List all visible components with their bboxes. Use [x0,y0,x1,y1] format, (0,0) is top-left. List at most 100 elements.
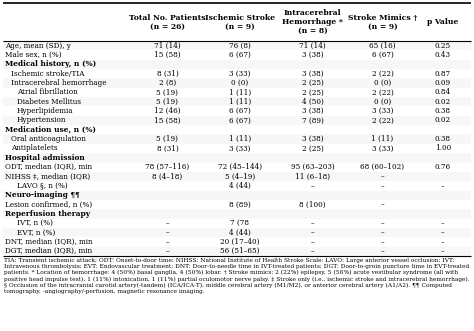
Text: Ischemic stroke/TIA: Ischemic stroke/TIA [11,70,84,78]
Text: Lesion confirmed, n (%): Lesion confirmed, n (%) [5,201,92,209]
Text: 0.38: 0.38 [435,107,451,115]
Text: 5 (19): 5 (19) [156,98,179,106]
Text: 0.02: 0.02 [435,117,451,124]
Text: 5 (4–19): 5 (4–19) [225,172,255,180]
Bar [3,78,471,88]
Bar [3,247,471,256]
Text: –: – [166,247,169,255]
Text: Hyperlipidemia: Hyperlipidemia [17,107,73,115]
Text: 4 (44): 4 (44) [229,182,251,190]
Text: 0.38: 0.38 [435,135,451,143]
Text: –: – [310,238,314,246]
Text: 95 (63–203): 95 (63–203) [291,163,334,171]
Bar [3,191,471,200]
Text: 8 (100): 8 (100) [299,201,326,209]
Text: 2 (8): 2 (8) [159,79,176,87]
Text: 68 (60–102): 68 (60–102) [360,163,405,171]
Text: 3 (38): 3 (38) [301,135,323,143]
Bar [3,144,471,153]
Text: Total No. Patients
(n = 26): Total No. Patients (n = 26) [129,14,206,30]
Text: 2 (22): 2 (22) [372,70,393,78]
Bar [3,60,471,69]
Text: 3 (33): 3 (33) [372,107,393,115]
Text: 8 (89): 8 (89) [229,201,251,209]
Text: 8 (4–18): 8 (4–18) [152,172,182,180]
Bar [3,200,471,209]
Text: 6 (67): 6 (67) [229,107,251,115]
Text: 5 (19): 5 (19) [156,135,179,143]
Text: 4 (44): 4 (44) [229,229,251,237]
Text: DNT, median (IQR), min: DNT, median (IQR), min [5,238,92,246]
Text: 56 (51–65): 56 (51–65) [220,247,260,255]
Text: Ischemic Stroke
(n = 9): Ischemic Stroke (n = 9) [205,14,275,30]
Text: 1.00: 1.00 [435,145,451,153]
Text: Reperfusion therapy: Reperfusion therapy [5,210,90,218]
Bar [3,125,471,134]
Text: p Value: p Value [428,18,459,26]
Text: –: – [441,247,445,255]
Text: 0 (0): 0 (0) [374,79,391,87]
Bar [3,69,471,78]
Text: LAVO §, n (%): LAVO §, n (%) [17,182,68,190]
Text: TIA: Transient ischemic attack; ODT: Onset-to-door time; NIHSS: National Institu: TIA: Transient ischemic attack; ODT: Ons… [4,258,470,294]
Text: –: – [166,238,169,246]
Text: 0 (0): 0 (0) [231,79,249,87]
Text: IVT, n (%): IVT, n (%) [17,219,53,227]
Text: –: – [381,182,384,190]
Bar [3,163,471,172]
Bar [3,181,471,191]
Text: 2 (25): 2 (25) [301,79,323,87]
Text: 0 (0): 0 (0) [374,98,391,106]
Text: Hospital admission: Hospital admission [5,154,85,162]
Text: Hypertension: Hypertension [17,117,66,124]
Text: –: – [441,229,445,237]
Text: 7 (78: 7 (78 [230,219,249,227]
Text: 0.43: 0.43 [435,51,451,59]
Bar [3,116,471,125]
Bar [3,107,471,116]
Text: EVT, n (%): EVT, n (%) [17,229,55,237]
Text: 71 (14): 71 (14) [299,42,326,50]
Text: Stroke Mimics †
(n = 9): Stroke Mimics † (n = 9) [348,14,417,30]
Text: –: – [381,229,384,237]
Text: 65 (16): 65 (16) [369,42,396,50]
Text: ODT, median (IQR), min: ODT, median (IQR), min [5,163,92,171]
Bar [3,50,471,60]
Text: Male sex, n (%): Male sex, n (%) [5,51,62,59]
Text: 3 (38): 3 (38) [301,70,323,78]
Text: 3 (38): 3 (38) [301,51,323,59]
Text: 12 (46): 12 (46) [154,107,181,115]
Text: 3 (38): 3 (38) [301,107,323,115]
Text: 2 (22): 2 (22) [372,117,393,124]
Text: 0.76: 0.76 [435,163,451,171]
Bar [3,218,471,228]
Bar [3,209,471,218]
Text: 0.02: 0.02 [435,98,451,106]
Bar [3,88,471,97]
Text: –: – [310,182,314,190]
Text: Oral anticoagulation: Oral anticoagulation [11,135,86,143]
Text: –: – [441,182,445,190]
Text: 7 (89): 7 (89) [301,117,323,124]
Text: –: – [310,229,314,237]
Text: Intracerebral
Hemorrhage *
(n = 8): Intracerebral Hemorrhage * (n = 8) [282,9,343,35]
Text: 5 (19): 5 (19) [156,88,179,96]
Text: Age, mean (SD), y: Age, mean (SD), y [5,42,71,50]
Text: –: – [310,219,314,227]
Text: 71 (14): 71 (14) [154,42,181,50]
Bar [3,134,471,144]
Text: Medication use, n (%): Medication use, n (%) [5,126,96,134]
Text: 0.84: 0.84 [435,88,451,96]
Text: 0.25: 0.25 [435,42,451,50]
Text: 11 (6–18): 11 (6–18) [295,172,330,180]
Bar [3,172,471,181]
Bar [3,97,471,107]
Text: 6 (67): 6 (67) [229,117,251,124]
Text: 6 (67): 6 (67) [372,51,393,59]
Text: 15 (58): 15 (58) [154,117,181,124]
Text: 2 (25): 2 (25) [301,88,323,96]
Text: 1 (11): 1 (11) [229,135,251,143]
Bar [3,153,471,163]
Text: –: – [441,219,445,227]
Text: Neuro-imaging ¶¶: Neuro-imaging ¶¶ [5,191,80,199]
